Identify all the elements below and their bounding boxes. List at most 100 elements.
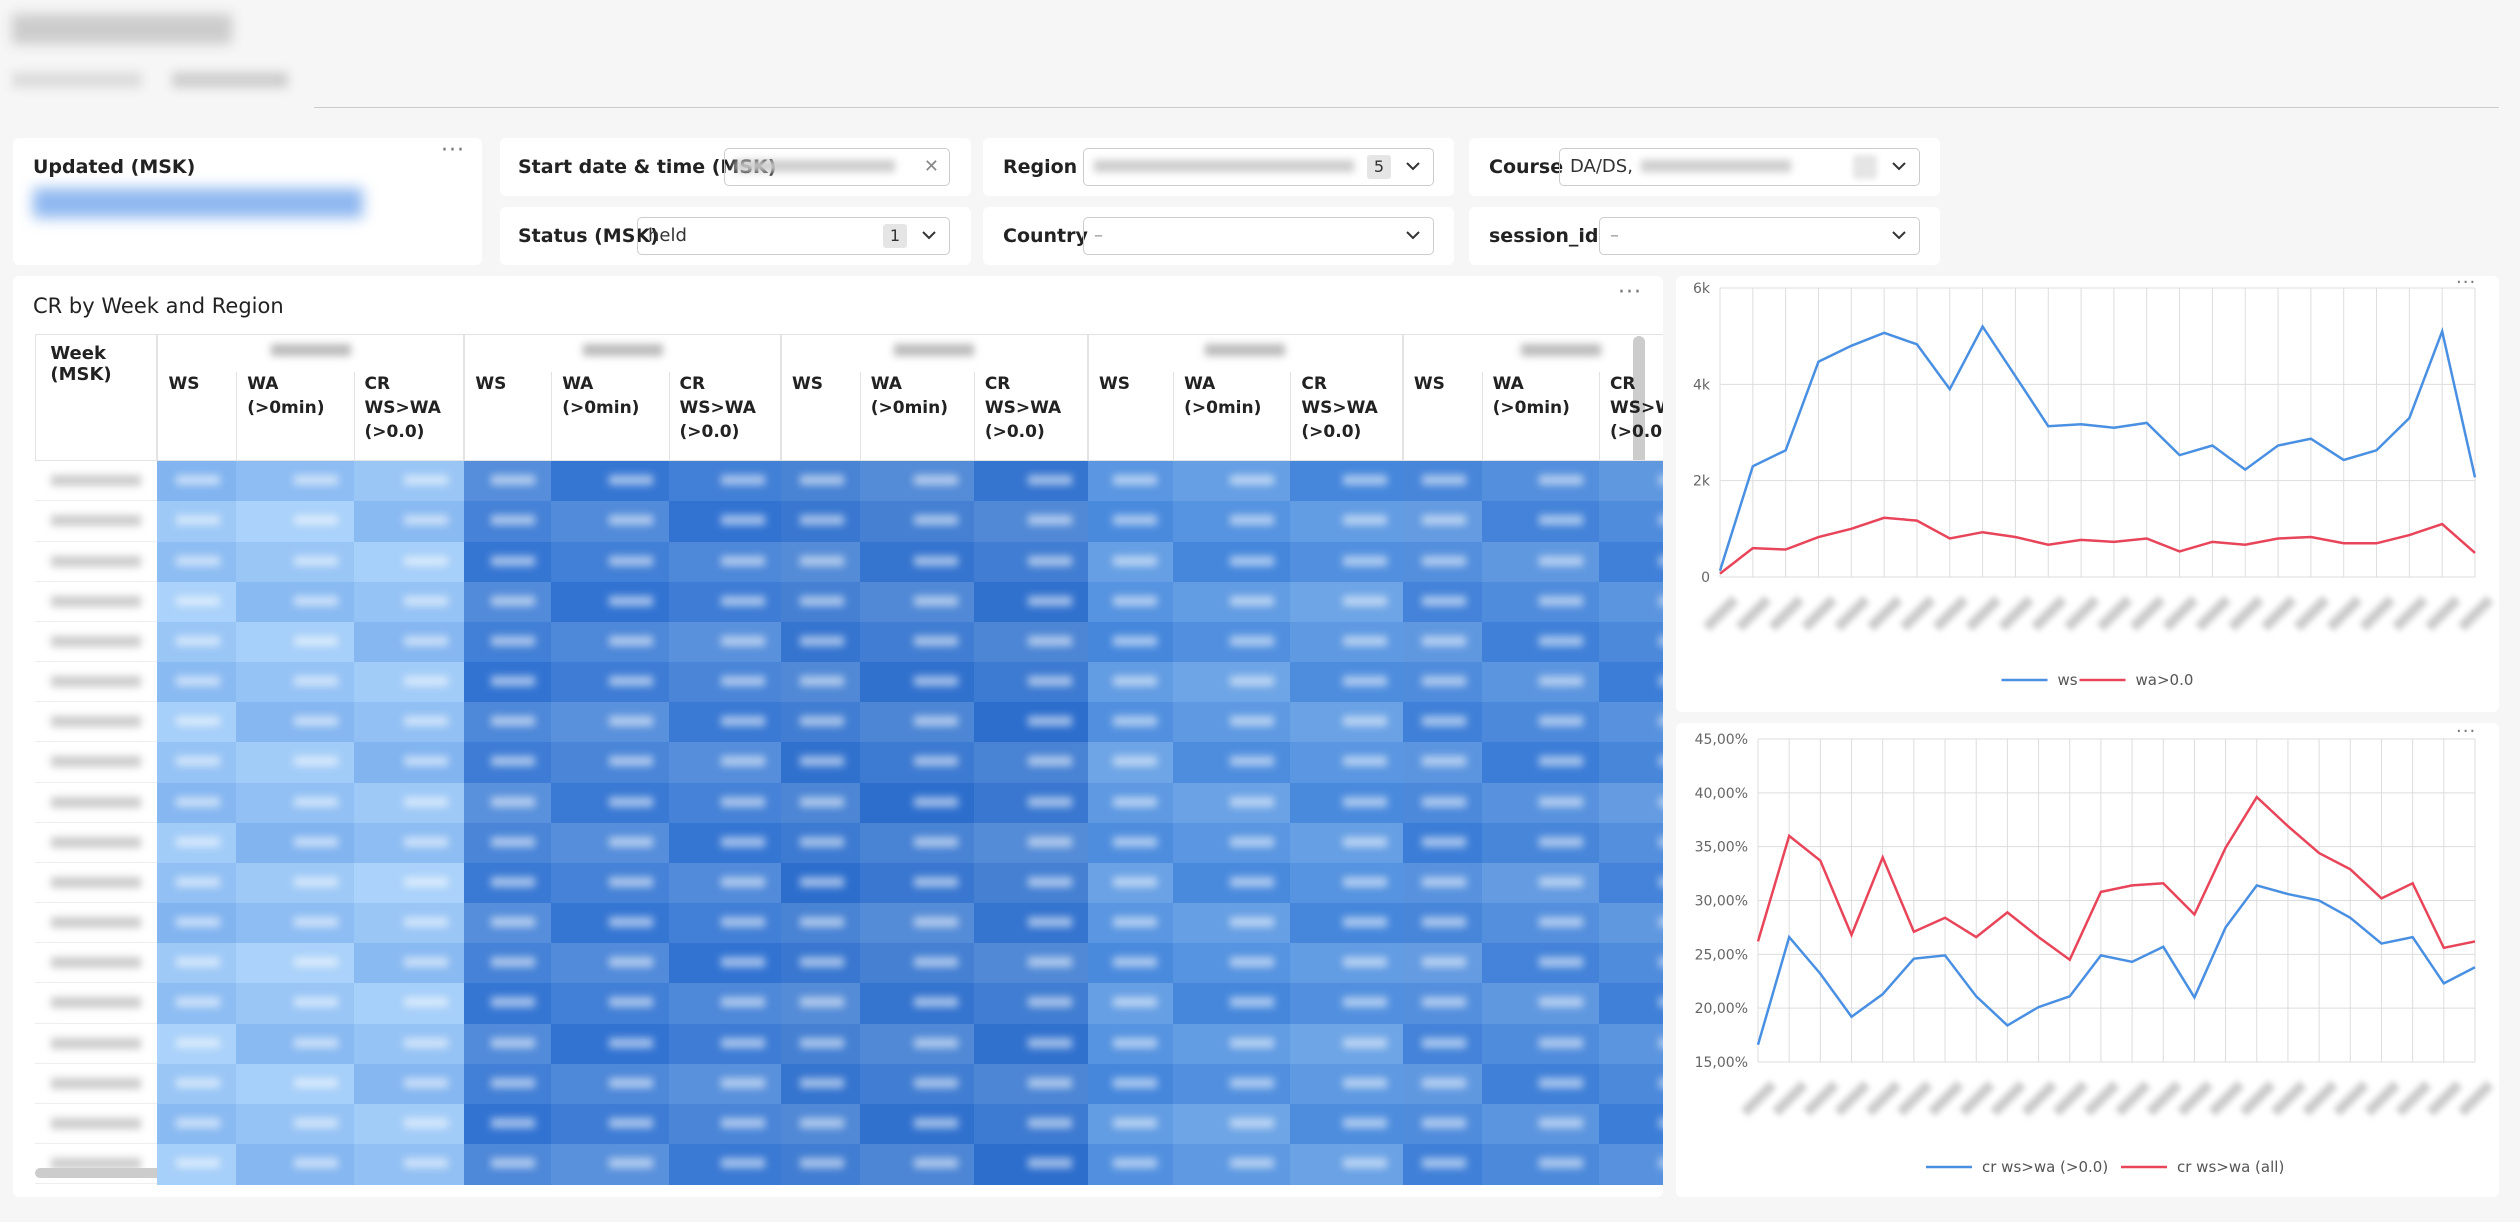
cell-blur [1113,957,1158,968]
cell-blur [1230,676,1275,687]
y-tick-label: 2k [1693,474,1711,490]
cell-blur [176,716,221,727]
corner-header: Week (MSK) [35,334,158,462]
menu[interactable]: ··· [2456,272,2477,293]
cell-blur [1342,635,1387,646]
menu[interactable]: ··· [2456,721,2477,742]
label: Status (MSK) [518,225,659,247]
cell-blur [608,917,653,928]
cell-blur [721,756,765,767]
cell-blur [913,917,958,928]
select[interactable]: – [1599,217,1920,255]
x-label-blur [2458,1080,2494,1117]
column-header: WS [157,372,236,462]
filter-session: session_id – [1469,207,1940,265]
value-blur [1094,160,1354,172]
week-blur [51,957,142,969]
x-label-blur [2302,1080,2338,1117]
cell-blur [799,635,844,646]
cell-blur [799,1158,844,1169]
cell-blur [1230,1118,1275,1128]
cell-blur [1659,997,1663,1008]
x-label-blur [1834,1080,1870,1117]
week-cell [35,1024,158,1064]
select[interactable]: DA/DS, [1559,148,1920,186]
cell-blur [1538,716,1583,727]
filter-start: Start date & time (MSK) ✕ [500,138,971,196]
cell-blur [1113,515,1158,526]
week-cell [35,742,158,783]
x-label-blur [1735,595,1772,632]
week-blur [51,635,142,647]
group-blur [1521,344,1602,357]
x-label-blur [1965,595,2001,632]
header-bar [0,0,2520,120]
cell-blur [176,555,221,566]
tab-blur [172,72,288,88]
cell-blur [721,917,765,928]
cell-blur [176,1158,221,1169]
x-label-blur [2425,595,2461,632]
cell-blur [491,1118,536,1128]
cell-blur [1113,1037,1158,1048]
cell-blur [491,676,536,687]
cell-blur [404,635,449,646]
week-blur [51,917,142,929]
column-header: WS [781,372,860,462]
cell-blur [176,917,221,928]
value-blur [735,160,895,172]
x-label-blur [1899,595,1936,632]
cell-blur [608,515,653,526]
cell-blur [176,997,221,1008]
x-label-blur [2083,1080,2120,1117]
cell-blur [404,876,449,887]
chart: 0 2k 4k 6k ws wa>0.0 [1693,281,2494,689]
filter-country: Country – [983,207,1454,265]
cell-blur [608,1158,653,1169]
cell-blur [608,475,653,486]
cell-blur [293,756,338,767]
cell-blur [913,1118,958,1128]
cell [1598,822,1663,864]
cell-blur [176,796,221,807]
cell-blur [1342,555,1387,566]
chevron [1406,162,1420,171]
cell-blur [1342,1158,1387,1169]
date-input[interactable]: ✕ [724,148,950,186]
week-blur [51,756,142,768]
cell-blur [293,997,338,1008]
cell-blur [491,475,536,486]
count: 5 [1367,155,1391,179]
cell-blur [721,595,765,606]
filter-region: Region 5 [983,138,1454,196]
value: – [1610,225,1619,246]
cell-blur [1538,796,1583,807]
cell-blur [404,475,449,486]
select[interactable]: held 1 [637,217,950,255]
menu[interactable]: ··· [441,138,465,163]
cell [1598,581,1663,623]
cell [1598,1023,1663,1065]
cell-blur [608,716,653,727]
cell-blur [913,716,958,727]
cell-blur [1659,796,1663,807]
cell-blur [1342,796,1387,807]
cell-blur [608,836,653,847]
column-header: CR WS>WA (>0.0) [1290,372,1402,462]
cell-blur [1342,676,1387,687]
clear[interactable]: ✕ [923,156,939,177]
x-label-blur [1741,1080,1777,1117]
cell-blur [1421,1037,1466,1048]
select[interactable]: 5 [1083,148,1434,186]
cell-blur [1027,836,1072,847]
cell-blur [1342,1118,1387,1128]
week-cell [35,823,158,863]
label: Course [1489,156,1564,178]
cell-blur [1113,475,1158,486]
select[interactable]: – [1083,217,1434,255]
cell-blur [491,836,536,847]
cell-blur [1027,917,1072,928]
cell-blur [608,635,653,646]
menu[interactable]: ··· [1618,280,1642,305]
